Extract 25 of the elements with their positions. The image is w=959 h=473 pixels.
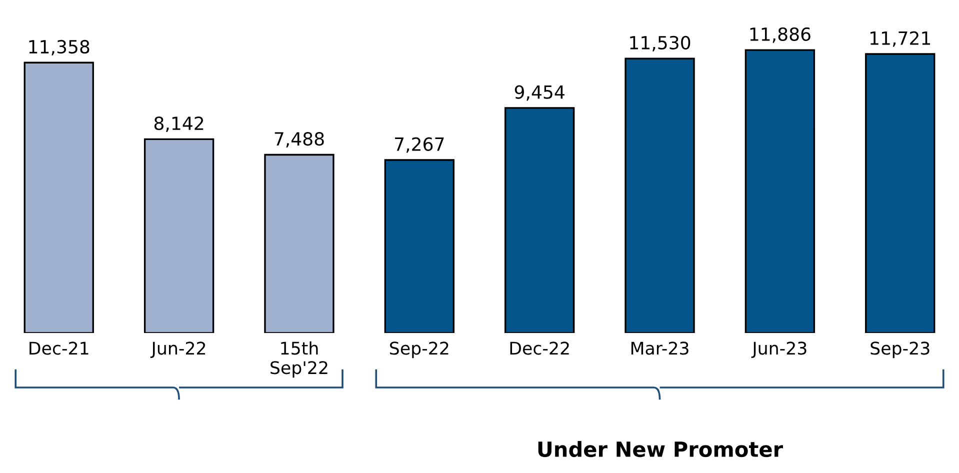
bar bbox=[504, 107, 575, 333]
x-tick-label: Sep-23 bbox=[870, 342, 930, 358]
x-tick-label: Jun-22 bbox=[150, 342, 206, 358]
x-tick-label: Mar-23 bbox=[631, 342, 688, 355]
data-label: 7,488 bbox=[274, 132, 324, 148]
text: Under New Promoter bbox=[538, 440, 784, 458]
data-label: 9,454 bbox=[514, 85, 564, 101]
data-label: 11,530 bbox=[630, 36, 690, 52]
x-tick-label: Dec-21 bbox=[30, 342, 88, 355]
bar bbox=[865, 53, 936, 333]
bar bbox=[264, 154, 334, 333]
bar bbox=[144, 138, 214, 333]
data-label: 11,721 bbox=[870, 31, 930, 47]
bar bbox=[624, 58, 695, 333]
data-label: 8,142 bbox=[154, 116, 204, 132]
bar bbox=[744, 49, 816, 333]
x-tick-label: 15th Sep'22 bbox=[270, 341, 328, 378]
x-tick-label: Dec-22 bbox=[510, 342, 569, 355]
data-label: 11,358 bbox=[29, 40, 90, 56]
data-label: 7,267 bbox=[395, 137, 444, 153]
x-tick-label: Sep-22 bbox=[390, 342, 448, 358]
bar bbox=[24, 62, 94, 333]
data-label: 11,886 bbox=[750, 27, 810, 43]
bar bbox=[384, 159, 454, 333]
x-tick-label: Jun-23 bbox=[751, 342, 806, 358]
